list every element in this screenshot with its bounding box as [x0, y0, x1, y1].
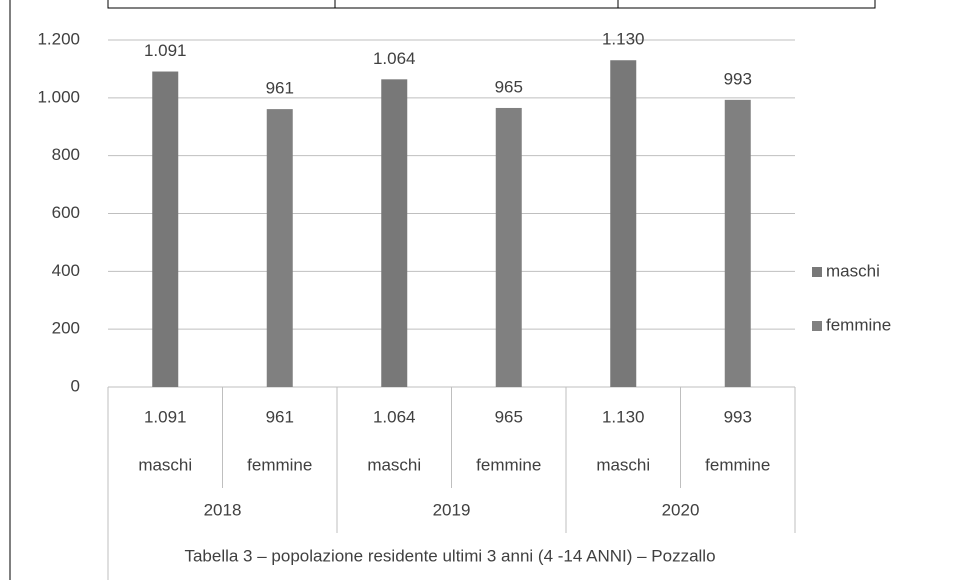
x-tick-label: maschi — [367, 455, 421, 474]
group-label: 2019 — [433, 500, 471, 519]
data-label: 965 — [495, 77, 523, 96]
legend-label: femmine — [826, 315, 891, 334]
table-fragment — [107, 0, 876, 9]
x-tick-label: maschi — [138, 455, 192, 474]
legend-swatch — [812, 267, 822, 277]
group-label: 2018 — [204, 500, 242, 519]
y-tick-label: 600 — [52, 203, 80, 222]
bar — [724, 99, 751, 388]
x-tick-label: femmine — [705, 455, 770, 474]
y-tick-label: 200 — [52, 319, 80, 338]
x-tick-label: femmine — [247, 455, 312, 474]
table-value: 1.091 — [144, 407, 187, 426]
y-tick-label: 400 — [52, 261, 80, 280]
y-tick-label: 1.000 — [37, 87, 80, 106]
data-label: 1.130 — [602, 30, 645, 49]
data-label: 1.064 — [373, 49, 416, 68]
table-value: 965 — [495, 407, 523, 426]
bar — [152, 71, 179, 387]
legend-label: maschi — [826, 261, 880, 280]
x-tick-label: maschi — [596, 455, 650, 474]
bar — [266, 109, 293, 387]
group-label: 2020 — [662, 500, 700, 519]
table-value: 1.130 — [602, 407, 645, 426]
data-label: 961 — [266, 79, 294, 98]
data-label: 1.091 — [144, 41, 187, 60]
bar — [610, 60, 637, 387]
table-value: 1.064 — [373, 407, 416, 426]
y-tick-label: 800 — [52, 145, 80, 164]
data-label: 993 — [724, 69, 752, 88]
y-tick-label: 0 — [71, 376, 80, 395]
x-tick-label: femmine — [476, 455, 541, 474]
chart-title: Tabella 3 – popolazione residente ultimi… — [184, 546, 715, 565]
legend-swatch — [812, 321, 822, 331]
y-tick-label: 1.200 — [37, 29, 80, 48]
bar — [381, 79, 408, 388]
bar — [495, 107, 522, 388]
table-value: 961 — [266, 407, 294, 426]
table-value: 993 — [724, 407, 752, 426]
